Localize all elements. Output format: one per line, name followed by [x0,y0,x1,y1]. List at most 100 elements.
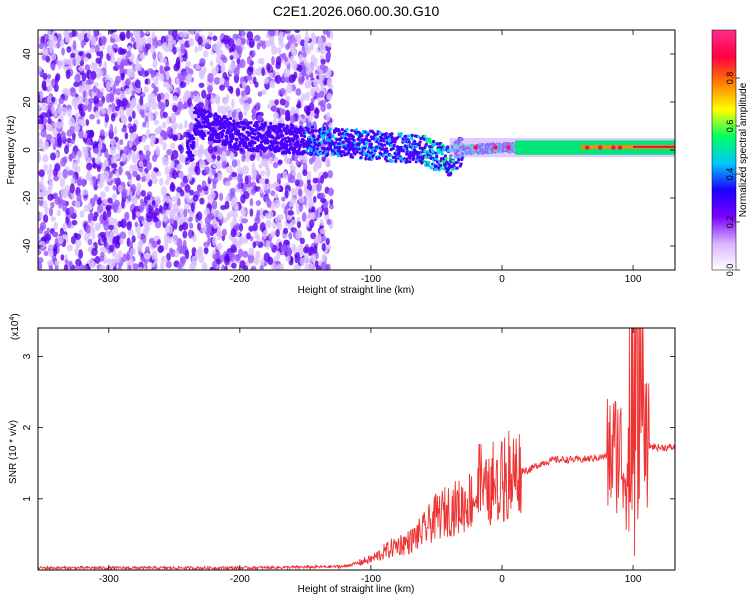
spectrogram-cell [90,36,95,46]
spectrogram-ridge-cell [365,141,369,145]
spectrogram-cell [95,57,102,64]
spectrogram-cell [303,246,309,254]
spectrogram-cell [39,180,45,191]
spectrogram-ridge-cell [196,129,201,133]
spectrogram-cell [294,187,298,198]
spectrogram-cell [239,58,246,69]
spectrogram-ridge-cell [440,152,444,156]
spectrogram-cell [211,177,219,185]
spectrogram-cell [47,83,53,93]
spectrogram-cell [247,253,255,264]
spectrogram-cell [320,58,326,65]
spectrogram-ridge-cell [274,124,278,128]
spectrogram-cell [76,177,83,187]
spectrogram-cell [209,60,214,67]
spectrogram-cell [210,187,215,196]
spectrogram-cell [90,226,96,235]
spectrogram-cell [275,229,280,237]
spectrogram-cell [323,206,329,216]
spectrogram-cell [109,138,116,146]
spectrogram-cell [272,161,279,169]
spectrogram-ridge-cell [262,134,266,138]
spectrogram-ridge-cell [452,162,456,166]
spectrogram-ridge-cell [269,121,273,126]
spectrogram-cell [152,154,158,163]
spectrogram-cell [102,211,107,221]
spectrogram-cell [299,120,304,128]
spectrogram-cell [162,192,167,203]
spectrogram-cell [64,36,71,43]
spectrogram-cell [139,53,145,60]
spectrogram-cell [254,231,259,240]
spectrogram-cell [205,42,210,49]
spectrogram-cell [38,42,44,50]
spectrogram-ridge-cell [254,128,258,133]
spectrogram-cell [146,194,151,201]
spectrogram-cell [151,241,158,248]
spectrogram-cell [118,166,123,176]
spectrogram-cell [133,30,139,38]
spectrogram-cell [43,250,49,256]
spectrogram-cell [159,72,165,82]
spectrogram-ridge-cell [283,137,287,141]
spectrogram-cell [96,51,101,57]
spectrogram-cell [237,182,242,190]
spectrogram-ridge-cell [252,147,256,151]
spectrogram-cell [249,198,254,207]
spectrogram-cell [131,110,136,120]
spectrogram-ridge-cell [407,140,411,144]
spectrogram-cell [110,155,118,165]
spectrogram-cell [184,94,189,101]
spectrogram-ridge-cell [314,129,318,133]
spectrogram-cell [80,39,85,49]
spectrogram-cell [259,170,266,177]
spectrogram-cell [66,129,73,137]
spectrogram-cell [320,198,327,204]
spectrogram-cell [276,172,282,182]
spectrogram-cell [174,249,179,258]
spectrogram-cell [183,119,188,129]
spectrogram-cell [38,257,44,264]
spectrogram-cell [217,224,222,233]
spectrogram-cell [242,95,249,101]
spectrogram-ridge-cell [318,127,322,131]
spectrogram-cell [182,103,189,110]
spectrogram-cell [49,207,54,217]
spectrogram-cell [178,122,184,130]
spectrogram-ridge-cell [383,143,387,147]
spectrogram-cell [188,216,193,223]
spectrogram-cell [159,65,164,75]
spectrogram-ridge-cell [358,151,363,155]
spectrogram-cell [70,52,76,59]
spectrogram-ridge-cell [408,156,412,160]
spectrogram-cell [211,154,217,160]
spectrogram-cell [208,169,213,180]
spectrogram-ridge-cell [419,136,423,141]
spectrogram-ridge-cell [310,151,314,155]
spectrogram-cell [241,154,246,163]
spectrogram-ridge-cell [328,127,333,131]
spectrogram-cell [329,198,334,206]
spectrogram-ridge-cell [459,162,463,166]
spectrogram-ridge-cell [249,121,253,125]
spectrogram-cell [57,136,62,146]
spectrogram-cell [121,153,127,162]
spectrogram-cell [268,156,273,165]
spectrogram-ridge-cell [310,148,314,152]
spectrogram-cell [267,30,275,37]
spectrogram-ridge-cell [324,141,328,145]
spectrogram-cell [83,204,89,212]
spectrogram-ridge-cell [245,145,249,149]
spectrogram-cell [214,94,221,103]
spectrogram-cell [129,32,134,38]
spectrogram-cell [193,90,198,97]
spectrogram-cell [212,253,219,260]
spectrogram-ridge-cell [227,131,231,135]
spectrogram-ridge-cell [349,153,353,157]
spectrogram-cell [134,221,139,228]
spectrogram-cell [223,79,230,88]
spectrogram-ridge-cell [423,134,427,138]
spectrogram-ridge-cell [221,132,225,137]
spectrogram-cell [278,36,284,43]
spectrogram-ridge-cell [269,147,273,152]
